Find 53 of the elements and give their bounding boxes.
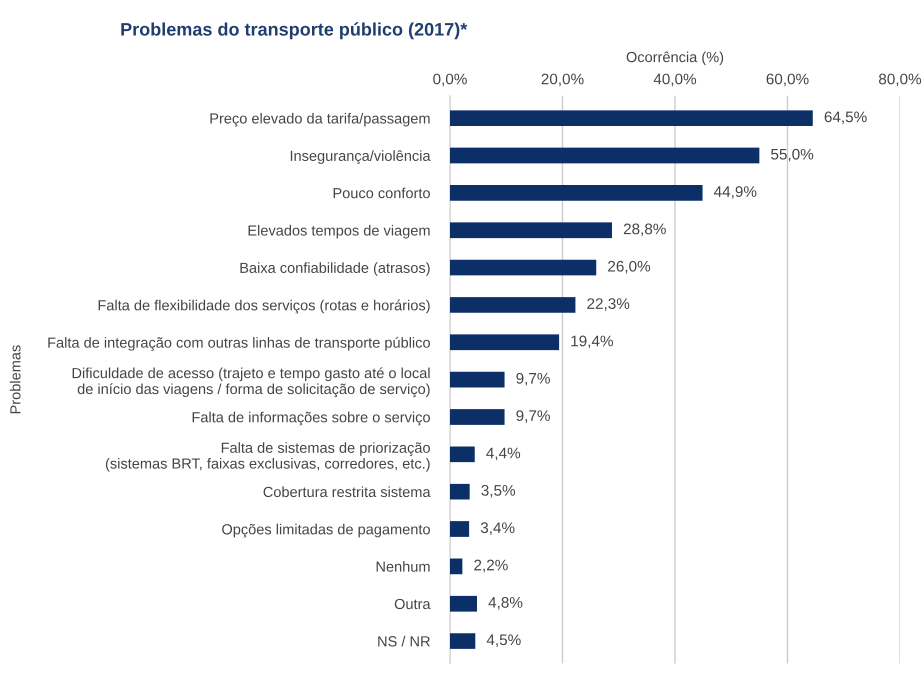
y-tick-label: Baixa confiabilidade (atrasos): [240, 262, 430, 276]
data-label: 4,5%: [486, 634, 521, 647]
y-tick-label: Dificuldade de acesso (trajeto e tempo gasto até o local de início das viagens / forma de solicitação de serviço): [72, 367, 430, 398]
y-axis-title: Problemas: [10, 345, 21, 414]
data-label: 55,0%: [771, 148, 814, 162]
x-tick-label: 40,0%: [654, 74, 696, 86]
bar: [450, 185, 703, 201]
data-label: 3,5%: [481, 484, 516, 498]
bar: [450, 558, 462, 574]
y-tick-label: Pouco conforto: [334, 188, 430, 198]
x-tick-label: 20,0%: [542, 74, 584, 86]
bar: [450, 297, 576, 313]
bar: [450, 409, 505, 425]
y-tick-label: Opções limitadas de pagamento: [222, 524, 430, 538]
data-label: 2,2%: [474, 560, 508, 572]
y-tick-label: Cobertura restrita sistema: [264, 486, 431, 498]
y-tick-label: Falta de integração com outras linhas de transporte público: [48, 336, 430, 351]
data-label: 22,3%: [587, 298, 630, 311]
data-label: 9,7%: [516, 410, 550, 423]
y-tick-label: Insegurança/violência: [290, 150, 431, 164]
bar: [450, 633, 476, 649]
bar: [450, 334, 560, 350]
data-label: 19,4%: [571, 336, 613, 348]
bar: [450, 596, 477, 612]
y-tick-label: Falta de informações sobre o serviço: [192, 412, 430, 426]
y-tick-label: Outra: [394, 598, 431, 610]
data-label: 64,5%: [824, 111, 867, 124]
x-tick-label: 60,0%: [766, 74, 809, 86]
bar: [450, 222, 612, 238]
x-tick-label: 80,0%: [878, 74, 922, 86]
bar: [450, 446, 475, 462]
y-tick-label: Falta de flexibilidade dos serviços (rotas e horários): [98, 300, 430, 314]
y-tick-label: NS / NR: [378, 636, 430, 646]
bar: [450, 148, 760, 164]
data-label: 28,8%: [624, 224, 666, 236]
bar: [450, 521, 470, 537]
data-label: 44,9%: [714, 186, 756, 199]
bar: [450, 372, 505, 388]
data-label: 3,4%: [480, 522, 515, 535]
x-axis-title: Ocorrência (%): [626, 51, 724, 66]
data-label: 4,4%: [486, 448, 520, 460]
data-label: 4,8%: [488, 597, 522, 610]
bar: [450, 260, 596, 276]
bar: [450, 110, 813, 126]
data-label: 9,7%: [516, 372, 550, 386]
y-tick-label: Nenhum: [376, 561, 430, 572]
data-label: 26,0%: [608, 260, 650, 274]
bar: [450, 484, 470, 500]
y-tick-label: Preço elevado da tarifa/passagem: [210, 112, 430, 127]
text: Problemas do transporte público (2017)*: [121, 22, 468, 40]
y-tick-label: Elevados tempos de viagem: [248, 224, 430, 239]
x-tick-label: 0,0%: [433, 74, 467, 86]
y-tick-label: Falta de sistemas de priorização (sistemas BRT, faixas exclusivas, corredores, etc.): [106, 442, 430, 472]
